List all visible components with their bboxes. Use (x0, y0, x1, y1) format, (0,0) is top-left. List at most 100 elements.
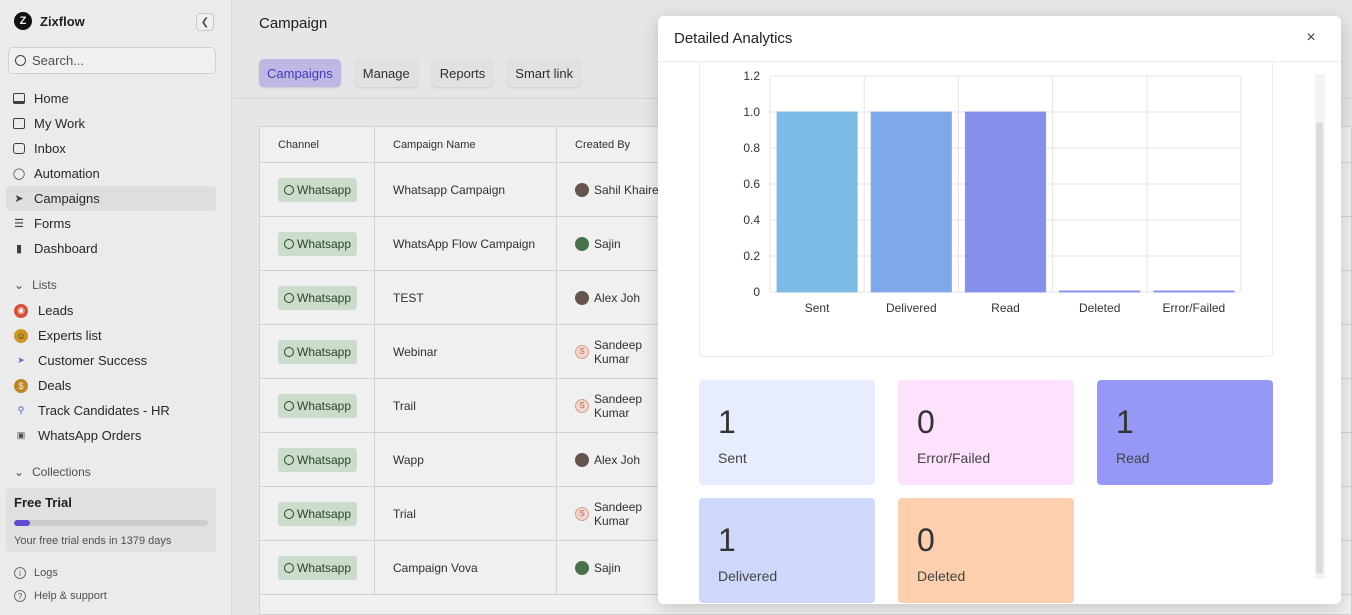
tab-reports[interactable]: Reports (431, 59, 494, 87)
cell-campaign-name[interactable]: Webinar (375, 325, 557, 378)
info-icon: i (14, 567, 26, 579)
channel-chip[interactable]: Whatsapp (278, 501, 358, 526)
brand[interactable]: Z Zixflow (14, 12, 85, 30)
cell-channel: Whatsapp (260, 217, 375, 270)
channel-label: Whatsapp (297, 398, 352, 413)
column-header-campaign-name[interactable]: Campaign Name (375, 127, 557, 162)
tab-manage[interactable]: Manage (354, 59, 418, 87)
cell-campaign-name[interactable]: Wapp (375, 433, 557, 486)
checklist-icon (12, 117, 26, 131)
analytics-chart-card: 0 0.2 0.4 0.6 0.8 1.0 1.2 Sent Delivered Read Dele… (699, 62, 1273, 357)
cell-campaign-name[interactable]: TEST (375, 271, 557, 324)
x-tick-label: Delivered (886, 301, 937, 315)
nav-label: Automation (34, 166, 100, 181)
cart-icon: ▣ (16, 430, 26, 440)
list-label: Leads (38, 303, 74, 318)
tab-smart-link[interactable]: Smart link (507, 59, 582, 87)
close-icon: × (1306, 29, 1316, 46)
search-box[interactable] (8, 47, 216, 74)
creator-name: Sahil Khaire (594, 182, 659, 197)
search-input[interactable] (32, 53, 202, 68)
nav-item-dashboard[interactable]: ▮ Dashboard (6, 236, 216, 261)
cell-campaign-name[interactable]: Trial (375, 487, 557, 540)
channel-chip[interactable]: Whatsapp (278, 177, 358, 202)
channel-chip[interactable]: Whatsapp (278, 393, 358, 418)
nav-item-home[interactable]: Home (6, 86, 216, 111)
bar-error-failed (1153, 290, 1235, 293)
help-support-link[interactable]: ? Help & support (14, 590, 107, 602)
bar-deleted (1059, 290, 1141, 293)
list-item-deals[interactable]: $ Deals (6, 373, 216, 398)
channel-label: Whatsapp (297, 344, 352, 359)
chevron-down-icon: ⌄ (14, 465, 25, 479)
whatsapp-icon (284, 562, 294, 573)
channel-chip[interactable]: Whatsapp (278, 447, 358, 472)
column-header-channel[interactable]: Channel (260, 127, 375, 162)
channel-chip[interactable]: Whatsapp (278, 231, 358, 256)
nav-item-my-work[interactable]: My Work (6, 111, 216, 136)
whatsapp-icon (284, 184, 294, 195)
stat-label: Read (1116, 450, 1150, 466)
logs-link[interactable]: i Logs (14, 567, 58, 579)
free-trial-card[interactable]: Free Trial Your free trial ends in 1379 … (6, 488, 216, 552)
collections-header-label: Collections (32, 465, 91, 479)
zixflow-logo-icon: Z (14, 12, 32, 30)
nav-label: Forms (34, 216, 71, 231)
brand-name: Zixflow (40, 13, 85, 29)
cell-created-by: S Sandeep Kumar (557, 379, 717, 432)
lists-section-header[interactable]: ⌄ Lists (14, 278, 57, 292)
list-label: Deals (38, 378, 72, 393)
analytics-bar-chart: 0 0.2 0.4 0.6 0.8 1.0 1.2 Sent Delivered Read Dele… (743, 69, 1242, 315)
channel-label: Whatsapp (297, 452, 352, 467)
cell-campaign-name[interactable]: WhatsApp Flow Campaign (375, 217, 557, 270)
chevron-left-icon: ❮ (200, 16, 210, 28)
stat-label: Error/Failed (917, 450, 991, 466)
nav-item-forms[interactable]: ☰ Forms (6, 211, 216, 236)
channel-label: Whatsapp (297, 236, 352, 251)
cell-campaign-name[interactable]: Whatsapp Campaign (375, 163, 557, 216)
stat-label: Deleted (917, 568, 966, 584)
cell-created-by: Sajin (557, 217, 717, 270)
tab-campaigns[interactable]: Campaigns (259, 59, 341, 87)
avatar (575, 236, 589, 251)
collapse-sidebar-button[interactable]: ❮ (196, 13, 214, 31)
nav-item-inbox[interactable]: Inbox (6, 136, 216, 161)
collections-section-header[interactable]: ⌄ Collections (14, 465, 91, 479)
cell-channel: Whatsapp (260, 271, 375, 324)
list-item-whatsapp-orders[interactable]: ▣ WhatsApp Orders (6, 423, 216, 448)
x-tick-label: Sent (805, 301, 830, 315)
stat-value: 0 (917, 522, 935, 558)
list-label: WhatsApp Orders (38, 428, 142, 443)
stat-value: 1 (718, 522, 736, 558)
bar-chart-icon: ▮ (15, 243, 23, 255)
channel-chip[interactable]: Whatsapp (278, 285, 358, 310)
y-tick-label: 0 (753, 285, 760, 299)
close-button[interactable]: × (1302, 29, 1320, 47)
channel-chip[interactable]: Whatsapp (278, 339, 358, 364)
stat-value: 0 (917, 404, 935, 440)
avatar (575, 290, 589, 305)
nav-item-automation[interactable]: ◯ Automation (6, 161, 216, 186)
cell-campaign-name[interactable]: Trail (375, 379, 557, 432)
y-tick-label: 0.2 (743, 249, 760, 263)
target-icon: ◉ (14, 303, 28, 318)
creator-name: Alex Joh (594, 290, 641, 305)
list-item-track-candidates[interactable]: ⚲ Track Candidates - HR (6, 398, 216, 423)
sidebar: Z Zixflow ❮ Home My Work Inbox ◯ Automat… (0, 0, 232, 615)
money-bag-icon: $ (14, 378, 28, 393)
stat-label: Delivered (718, 568, 778, 584)
channel-label: Whatsapp (297, 182, 352, 197)
list-item-customer-success[interactable]: ➤ Customer Success (6, 348, 216, 373)
list-item-experts[interactable]: ☺ Experts list (6, 323, 216, 348)
channel-label: Whatsapp (297, 506, 352, 521)
nav-label: My Work (34, 116, 86, 131)
list-item-leads[interactable]: ◉ Leads (6, 298, 216, 323)
modal-scrollbar[interactable] (1315, 74, 1325, 579)
channel-chip[interactable]: Whatsapp (278, 555, 358, 580)
nav-item-campaigns[interactable]: ➤ Campaigns (6, 186, 216, 211)
modal-scrollbar-thumb[interactable] (1316, 122, 1323, 574)
cell-campaign-name[interactable]: Campaign Vova (375, 541, 557, 594)
whatsapp-icon (284, 400, 294, 411)
list-label: Customer Success (38, 353, 148, 368)
main-nav: Home My Work Inbox ◯ Automation ➤ Campai… (6, 86, 216, 261)
